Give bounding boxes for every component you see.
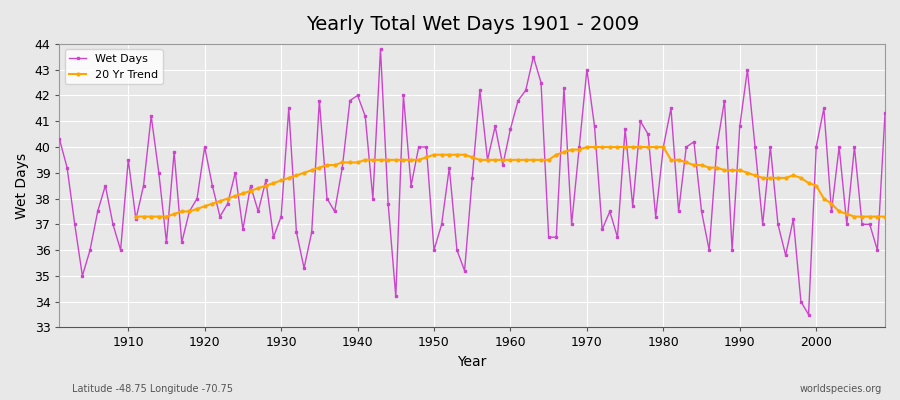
Wet Days bbox=[879, 111, 890, 116]
Y-axis label: Wet Days: Wet Days bbox=[15, 152, 29, 219]
Legend: Wet Days, 20 Yr Trend: Wet Days, 20 Yr Trend bbox=[65, 50, 163, 84]
Wet Days bbox=[284, 106, 294, 111]
Wet Days bbox=[513, 98, 524, 103]
Text: worldspecies.org: worldspecies.org bbox=[800, 384, 882, 394]
Wet Days bbox=[115, 248, 126, 252]
Wet Days bbox=[803, 312, 814, 317]
X-axis label: Year: Year bbox=[457, 355, 487, 369]
Line: 20 Yr Trend: 20 Yr Trend bbox=[134, 146, 886, 218]
Text: Latitude -48.75 Longitude -70.75: Latitude -48.75 Longitude -70.75 bbox=[72, 384, 233, 394]
Wet Days bbox=[375, 47, 386, 52]
Line: Wet Days: Wet Days bbox=[58, 48, 886, 316]
20 Yr Trend bbox=[329, 163, 340, 168]
20 Yr Trend bbox=[879, 214, 890, 219]
20 Yr Trend bbox=[528, 158, 539, 162]
Wet Days bbox=[329, 209, 340, 214]
20 Yr Trend bbox=[581, 144, 592, 149]
Wet Days bbox=[605, 209, 616, 214]
20 Yr Trend bbox=[360, 158, 371, 162]
Wet Days bbox=[54, 137, 65, 142]
20 Yr Trend bbox=[726, 168, 737, 172]
20 Yr Trend bbox=[505, 158, 516, 162]
Wet Days bbox=[505, 126, 516, 131]
20 Yr Trend bbox=[130, 214, 141, 219]
Title: Yearly Total Wet Days 1901 - 2009: Yearly Total Wet Days 1901 - 2009 bbox=[306, 15, 639, 34]
20 Yr Trend bbox=[306, 168, 317, 172]
